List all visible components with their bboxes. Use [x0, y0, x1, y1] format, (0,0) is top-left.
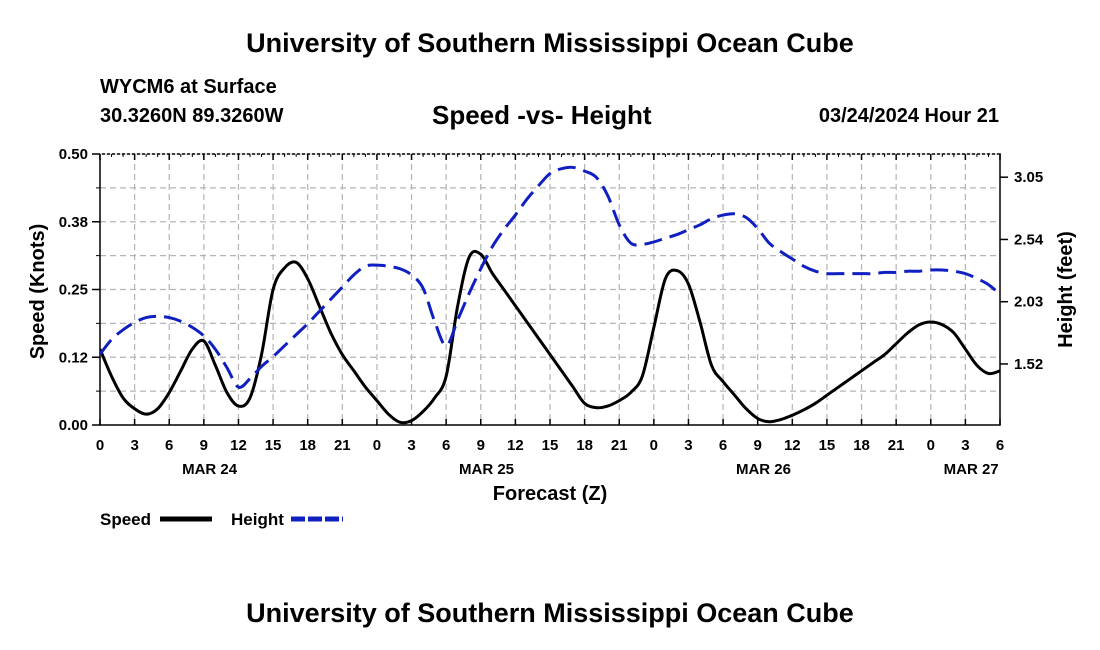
- x-tick-label: 12: [230, 437, 247, 454]
- y-tick-label: 0.12: [59, 349, 88, 366]
- y2-tick-label: 1.52: [1014, 356, 1043, 373]
- y2-tick-label: 2.03: [1014, 294, 1043, 311]
- x-tick-label: 21: [611, 437, 628, 454]
- x-tick-label: 3: [407, 437, 415, 454]
- x-tick-label: 6: [442, 437, 450, 454]
- x-tick-label: 6: [719, 437, 727, 454]
- legend-label-height: Height: [231, 510, 284, 529]
- date-label: MAR 27: [944, 461, 999, 478]
- x-tick-label: 12: [784, 437, 801, 454]
- y-axis-label: Speed (Knots): [27, 224, 49, 360]
- x-tick-label: 9: [477, 437, 485, 454]
- forecast-date: 03/24/2024 Hour 21: [818, 105, 999, 127]
- x-tick-label: 15: [542, 437, 559, 454]
- x-tick-label: 15: [819, 437, 836, 454]
- x-tick-label: 9: [754, 437, 762, 454]
- x-tick-label: 18: [576, 437, 593, 454]
- y-tick-label: 0.25: [59, 282, 88, 299]
- x-tick-label: 21: [888, 437, 905, 454]
- legend-label-speed: Speed: [100, 510, 151, 529]
- x-tick-label: 0: [650, 437, 658, 454]
- x-tick-label: 21: [334, 437, 351, 454]
- y-tick-label: 0.38: [59, 214, 88, 231]
- y2-tick-label: 2.54: [1014, 231, 1044, 248]
- x-tick-label: 0: [96, 437, 104, 454]
- y2-tick-label: 3.05: [1014, 169, 1043, 186]
- chart-title: Speed -vs- Height: [432, 100, 652, 130]
- date-label: MAR 24: [182, 461, 238, 478]
- y-tick-label: 0.50: [59, 146, 88, 163]
- x-tick-label: 18: [299, 437, 316, 454]
- x-tick-label: 0: [927, 437, 935, 454]
- x-tick-label: 3: [961, 437, 969, 454]
- date-label: MAR 26: [736, 461, 791, 478]
- series-line-speed: [100, 249, 1000, 425]
- x-tick-label: 12: [507, 437, 524, 454]
- x-tick-label: 15: [265, 437, 282, 454]
- x-axis-label: Forecast (Z): [493, 483, 607, 505]
- x-tick-label: 6: [165, 437, 173, 454]
- page-title: University of Southern Mississippi Ocean…: [246, 28, 854, 58]
- x-tick-label: 6: [996, 437, 1004, 454]
- y-tick-label: 0.00: [59, 417, 88, 434]
- x-tick-label: 3: [130, 437, 138, 454]
- x-tick-label: 9: [200, 437, 208, 454]
- x-tick-label: 0: [373, 437, 381, 454]
- series-line-height: [100, 165, 1000, 389]
- y2-axis-label: Height (feet): [1055, 231, 1077, 348]
- footer-title: University of Southern Mississippi Ocean…: [246, 598, 854, 628]
- x-tick-label: 3: [684, 437, 692, 454]
- x-tick-label: 18: [853, 437, 870, 454]
- station-label: WYCM6 at Surface: [100, 76, 277, 98]
- date-label: MAR 25: [459, 461, 514, 478]
- coordinates-label: 30.3260N 89.3260W: [100, 105, 284, 127]
